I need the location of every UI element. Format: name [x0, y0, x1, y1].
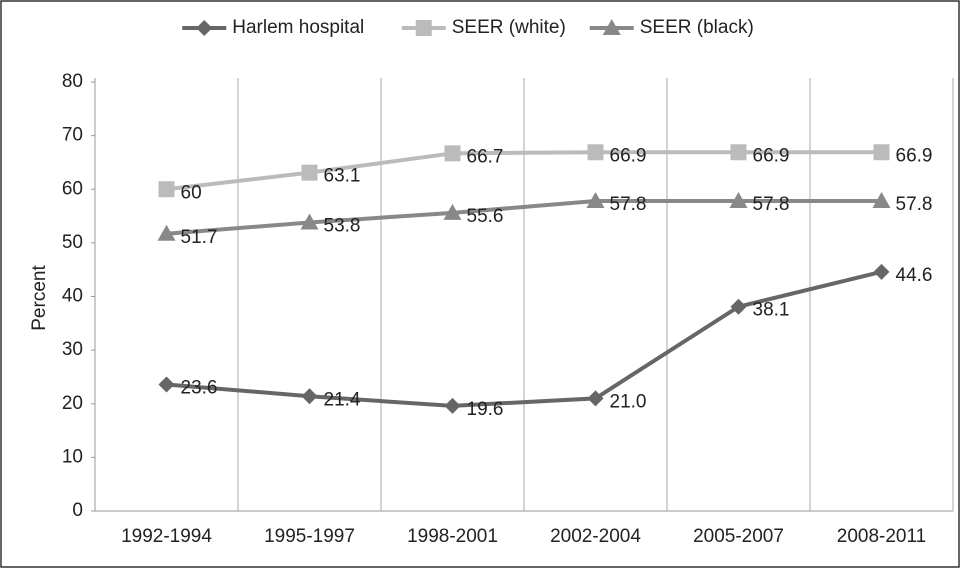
y-tick-label: 80: [62, 71, 83, 92]
point: [157, 224, 176, 241]
x-tick-label: 1992-1994: [121, 526, 212, 547]
point: [729, 192, 748, 209]
x-tick-label: 2005-2007: [693, 526, 784, 547]
y-tick-label: 60: [62, 178, 83, 199]
y-axis-title: Percent: [29, 265, 50, 331]
x-tick-label: 2008-2011: [837, 526, 926, 547]
data-label: 66.9: [896, 145, 933, 166]
data-label: 57.8: [753, 194, 790, 215]
point: [300, 213, 319, 230]
point: [158, 181, 175, 198]
x-tick-label: 1995-1997: [264, 526, 355, 547]
data-label: 53.8: [324, 216, 361, 237]
data-label: 44.6: [896, 265, 933, 286]
y-tick-label: 40: [62, 286, 83, 307]
legend-marker: [196, 20, 213, 36]
data-label: 57.8: [610, 194, 647, 215]
y-tick-label: 70: [62, 125, 83, 146]
point: [873, 144, 890, 161]
point: [587, 390, 604, 407]
data-label: 55.6: [467, 206, 504, 227]
point: [158, 376, 175, 393]
data-label: 57.8: [896, 194, 933, 215]
point: [730, 144, 747, 161]
legend-marker: [602, 19, 621, 35]
x-tick-label: 2002-2004: [550, 526, 641, 547]
legend-label: Harlem hospital: [232, 17, 364, 38]
y-tick-label: 30: [62, 339, 83, 360]
data-label: 23.6: [181, 377, 218, 398]
data-label: 66.9: [610, 145, 647, 166]
data-label: 19.6: [467, 399, 504, 420]
series-line: [166, 150, 882, 192]
point: [730, 298, 747, 315]
point: [443, 203, 462, 220]
legend-label: SEER (black): [640, 17, 754, 38]
data-label: 51.7: [181, 227, 218, 248]
point: [586, 192, 605, 209]
y-tick-label: 0: [72, 500, 83, 521]
data-label: 38.1: [753, 300, 790, 321]
point: [873, 263, 890, 280]
point: [444, 145, 461, 162]
data-label: 21.4: [324, 389, 361, 410]
y-tick-label: 20: [62, 393, 83, 414]
point: [301, 388, 318, 405]
x-tick-label: 1998-2001: [407, 526, 498, 547]
y-tick-label: 50: [62, 232, 83, 253]
point: [444, 397, 461, 414]
point: [872, 192, 891, 209]
data-label: 21.0: [610, 391, 647, 412]
legend-label: SEER (white): [452, 17, 566, 38]
legend-marker: [415, 20, 432, 36]
data-label: 66.7: [467, 146, 504, 167]
point: [587, 144, 604, 161]
data-label: 66.9: [753, 145, 790, 166]
data-label: 63.1: [324, 166, 361, 187]
data-label: 60: [181, 182, 202, 203]
point: [301, 164, 318, 181]
y-tick-label: 10: [62, 446, 83, 467]
series-line: [166, 199, 882, 236]
series-line: [166, 269, 882, 408]
